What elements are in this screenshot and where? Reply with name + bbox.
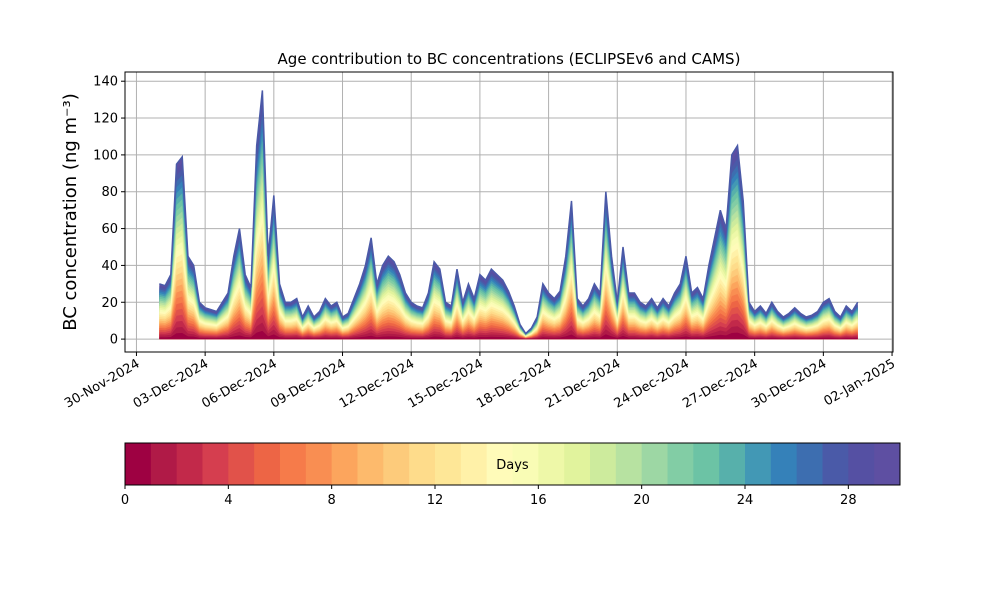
colorbar-segment [486, 443, 513, 485]
colorbar-segment [745, 443, 772, 485]
chart-title: Age contribution to BC concentrations (E… [278, 50, 741, 68]
colorbar-segment [383, 443, 410, 485]
colorbar-segment [874, 443, 901, 485]
age-shading [159, 314, 858, 340]
colorbar-tick-label: 12 [427, 493, 444, 508]
x-tick-label: 27-Dec-2024 [680, 356, 760, 411]
y-tick-label: 20 [101, 296, 118, 311]
colorbar-tick-label: 8 [328, 493, 336, 508]
colorbar-segment [667, 443, 694, 485]
x-tick-label: 06-Dec-2024 [199, 356, 279, 411]
colorbar-segment [305, 443, 333, 485]
y-tick-label: 140 [93, 75, 118, 90]
colorbar-frame [124, 442, 901, 486]
x-tick-label: 03-Dec-2024 [131, 356, 211, 411]
colorbar-segment [254, 443, 281, 485]
colorbar-segment [615, 443, 643, 485]
colorbar-segment [693, 443, 720, 485]
colorbar-segment [435, 443, 462, 485]
y-tick-label: 120 [93, 112, 118, 127]
colorbar-segment [512, 443, 539, 485]
colorbar-segment [125, 443, 152, 485]
colorbar-segment [176, 443, 203, 485]
x-tick-label: 02-Jan-2025 [821, 356, 898, 409]
age-shading [159, 297, 858, 340]
age-shading [159, 264, 858, 340]
age-shading [159, 322, 858, 340]
colorbar-segment [796, 443, 823, 485]
colorbar-segment [150, 443, 178, 485]
y-tick-label: 0 [110, 333, 118, 348]
colorbar-tick-label: 20 [633, 493, 650, 508]
colorbar-segment [357, 443, 384, 485]
colorbar-tick-label: 24 [737, 493, 754, 508]
age-shading [159, 330, 858, 340]
plot-frame [124, 71, 894, 353]
x-tick-label: 15-Dec-2024 [406, 356, 486, 411]
colorbar-segment [409, 443, 436, 485]
age-shading [159, 272, 858, 340]
x-tick-label: 09-Dec-2024 [268, 356, 348, 411]
age-shading [159, 256, 858, 340]
colorbar-tick-label: 0 [121, 493, 129, 508]
colorbar-segment [202, 443, 229, 485]
y-tick-label: 100 [93, 148, 118, 163]
colorbar-tick-label: 28 [840, 493, 857, 508]
colorbar-segment [848, 443, 875, 485]
colorbar-segment [280, 443, 307, 485]
colorbar-segment [228, 443, 255, 485]
y-tick-label: 60 [101, 222, 118, 237]
colorbar-segment [331, 443, 358, 485]
x-tick-label: 24-Dec-2024 [612, 356, 692, 411]
x-tick-label: 21-Dec-2024 [543, 356, 623, 411]
x-tick-label: 18-Dec-2024 [474, 356, 554, 411]
colorbar-label: Days [496, 458, 529, 473]
x-tick-label: 12-Dec-2024 [337, 356, 417, 411]
x-tick-label: 30-Nov-2024 [62, 356, 142, 411]
y-axis-label: BC concentration (ng m⁻³) [60, 93, 81, 331]
age-shading [159, 305, 858, 340]
y-tick-label: 40 [101, 259, 118, 274]
colorbar-segment [590, 443, 617, 485]
colorbar-segment [719, 443, 746, 485]
colorbar-segment [641, 443, 668, 485]
colorbar-segment [538, 443, 565, 485]
colorbar-tick-label: 4 [224, 493, 232, 508]
colorbar-segment [564, 443, 591, 485]
colorbar-segment [822, 443, 849, 485]
age-shading [159, 281, 858, 340]
colorbar-segment [770, 443, 798, 485]
concentration-line [159, 90, 859, 335]
colorbar-segment [460, 443, 488, 485]
y-tick-label: 80 [101, 185, 118, 200]
age-shading [159, 289, 858, 340]
colorbar-tick-label: 16 [530, 493, 547, 508]
x-tick-label: 30-Dec-2024 [749, 356, 829, 411]
